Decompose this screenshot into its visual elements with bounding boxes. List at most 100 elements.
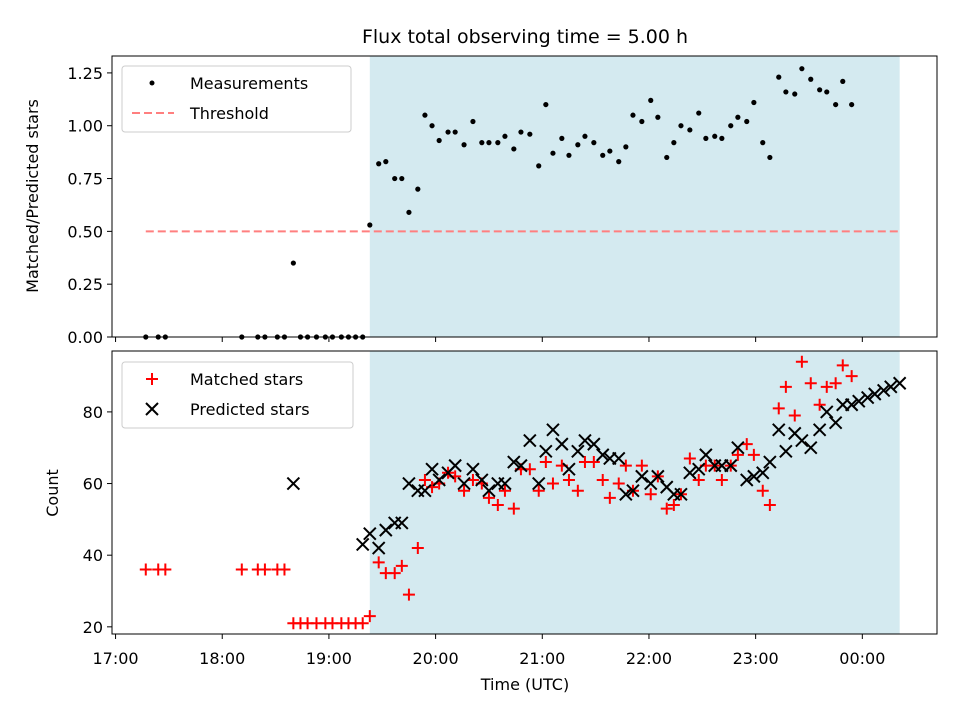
matched-star-point	[278, 563, 291, 576]
measurement-point	[445, 129, 451, 135]
measurement-point	[518, 129, 524, 135]
x-tick-label: 22:00	[626, 649, 672, 668]
predicted-star-point	[379, 523, 393, 537]
predicted-star-point	[731, 441, 745, 455]
measurement-point	[399, 175, 405, 182]
predicted-star-point	[884, 380, 898, 394]
y-tick-label: 1.00	[67, 117, 103, 136]
axes-frame	[111, 350, 938, 635]
measurement-point	[808, 76, 814, 82]
predicted-star-point	[747, 469, 761, 484]
predicted-star-point	[371, 541, 386, 555]
measurement-point	[696, 110, 702, 116]
measurement-point	[511, 146, 517, 152]
x-tick-label: 17:00	[93, 649, 139, 668]
predicted-star-point	[772, 423, 786, 437]
measurement-point	[470, 118, 476, 125]
predicted-star-point	[466, 462, 480, 476]
predicted-star-point	[756, 466, 770, 480]
measurement-point	[486, 140, 492, 146]
measurement-point	[461, 142, 467, 148]
matched-star-point	[772, 402, 785, 415]
matched-star-point	[763, 499, 776, 512]
legend-matched-label: Matched stars	[190, 370, 303, 389]
matched-star-point	[571, 484, 584, 497]
matched-star-point	[139, 563, 152, 576]
measurement-point	[502, 133, 508, 139]
y-tick-label: 0.25	[67, 275, 103, 294]
predicted-star-point	[683, 466, 697, 480]
measurement-point	[639, 118, 645, 125]
y-tick-label: 0.50	[67, 222, 103, 241]
ratio-y-axis-label: Matched/Predicted stars	[23, 99, 42, 293]
measurement-point	[664, 154, 670, 161]
legend-predicted-label: Predicted stars	[190, 400, 310, 419]
matched-star-point	[779, 380, 792, 393]
y-tick-label: 20	[83, 618, 103, 637]
predicted-star-point	[868, 387, 882, 401]
predicted-star-point	[779, 444, 793, 459]
matched-star-point	[546, 477, 559, 490]
x-tick-label: 18:00	[199, 649, 245, 668]
matched-star-point	[635, 459, 648, 472]
predicted-star-point	[418, 484, 432, 498]
measurement-point	[728, 123, 734, 129]
measurement-point	[536, 163, 542, 169]
predicted-star-point	[596, 448, 610, 462]
predicted-star-point	[546, 423, 560, 437]
matched-star-point	[587, 456, 600, 469]
legend-x-marker	[145, 402, 159, 416]
measurement-point	[767, 154, 773, 161]
predicted-star-point	[523, 433, 537, 448]
predicted-star-point	[852, 394, 866, 408]
y-tick-label: 0.75	[67, 170, 103, 189]
predicted-star-point	[612, 451, 626, 466]
measurement-point	[543, 101, 549, 108]
matched-star-point	[820, 380, 833, 393]
matched-star-point	[813, 398, 826, 411]
predicted-star-point	[860, 390, 875, 405]
measurement-point	[760, 140, 766, 146]
measurement-point	[817, 87, 823, 93]
measurement-point	[436, 137, 442, 144]
predicted-star-point	[795, 433, 809, 448]
legend-plus-marker	[146, 373, 158, 385]
measurement-point	[392, 175, 398, 182]
matched-star-point	[804, 377, 817, 390]
matched-star-point	[795, 355, 808, 368]
predicted-star-point	[562, 462, 576, 476]
predicted-star-point	[475, 473, 489, 487]
predicted-star-point	[355, 537, 370, 552]
predicted-star-point	[804, 441, 818, 455]
measurement-point	[776, 74, 782, 80]
measurement-point	[783, 89, 789, 95]
matched-star-point	[692, 473, 705, 486]
axes-frame	[111, 55, 938, 338]
matched-star-point	[756, 484, 769, 497]
measurement-point	[849, 101, 855, 108]
predicted-star-point	[828, 415, 843, 430]
matched-star-point	[683, 452, 696, 465]
predicted-star-point	[844, 398, 859, 412]
matched-star-point	[829, 377, 842, 390]
predicted-star-point	[571, 444, 585, 459]
legend-measurements-label: Measurements	[190, 74, 308, 93]
matched-star-point	[235, 563, 248, 576]
measurement-point	[429, 123, 435, 129]
x-tick-label: 23:00	[733, 649, 779, 668]
measurement-point	[616, 159, 622, 165]
measurement-point	[623, 144, 629, 150]
matched-star-point	[596, 473, 609, 486]
matched-star-point	[498, 484, 511, 497]
measurement-point	[712, 133, 718, 139]
matched-star-point	[836, 359, 849, 372]
measurement-point	[792, 91, 798, 97]
chart-title: Flux total observing time = 5.00 h	[362, 26, 688, 48]
matched-star-point	[372, 556, 385, 569]
predicted-star-point	[539, 444, 553, 459]
matched-star-point	[612, 477, 625, 490]
predicted-star-point	[448, 458, 462, 473]
measurement-point	[527, 131, 533, 137]
matched-star-point	[395, 559, 408, 572]
